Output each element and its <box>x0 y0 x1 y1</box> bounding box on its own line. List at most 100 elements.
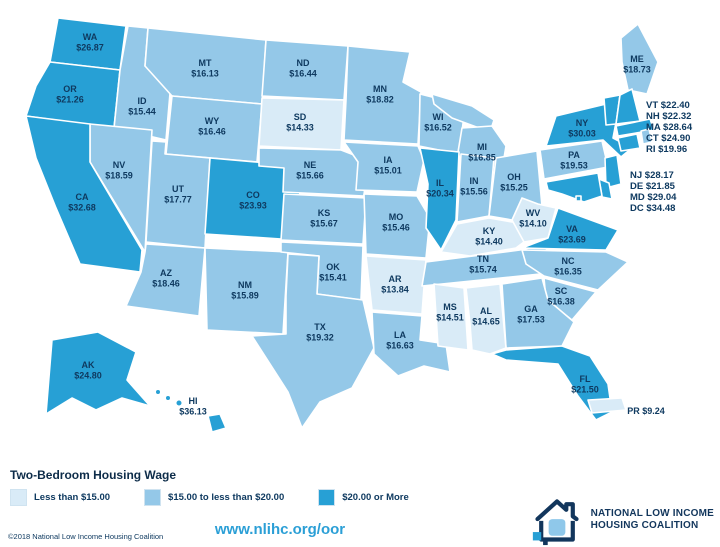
state-co-label: CO $23.93 <box>239 190 267 211</box>
legend-label-high: $20.00 or More <box>342 492 409 503</box>
state-mo-shape <box>363 193 431 259</box>
state-id-label: ID $15.44 <box>128 96 156 117</box>
legend-label-low: Less than $15.00 <box>34 492 111 503</box>
state-ar-label: AR $13.84 <box>381 274 409 295</box>
callout-de: DE $21.85 <box>630 181 675 192</box>
state-wi-label: WI $16.52 <box>424 112 452 133</box>
state-wv-label: WV $14.10 <box>519 208 547 229</box>
state-va-shape <box>521 207 619 251</box>
state-pr-label: PR $9.24 <box>627 406 665 416</box>
state-ca-label: CA $32.68 <box>68 192 96 213</box>
northeast-callout-list-1: VT $22.40 NH $22.32 MA $28.64 CT $24.90 RI $… <box>646 100 692 155</box>
state-mn-label: MN $18.82 <box>366 84 394 105</box>
state-nj-shape <box>604 154 622 189</box>
state-hi-island-2 <box>165 395 171 401</box>
callout-dc: DC $34.48 <box>630 203 676 214</box>
state-mo-label: MO $15.46 <box>382 212 410 233</box>
site-url: www.nlihc.org/oor <box>0 521 560 539</box>
state-md-shape <box>545 172 603 203</box>
state-ar-shape <box>365 255 427 315</box>
state-tn-label: TN $15.74 <box>469 254 497 275</box>
state-ny-label: NY $30.03 <box>568 118 596 139</box>
callout-nh: NH $22.32 <box>646 111 692 122</box>
state-ak-shape <box>45 331 151 415</box>
state-mt-label: MT $16.13 <box>191 58 219 79</box>
legend-item-less-than-15: Less than $15.00 <box>10 489 110 506</box>
state-ms-label: MS $14.51 <box>436 302 464 323</box>
state-ut-label: UT $17.77 <box>164 184 192 205</box>
state-or-label: OR $21.26 <box>56 84 84 105</box>
state-la-shape <box>371 311 451 377</box>
northeast-callout-list-2: NJ $28.17 DE $21.85 MD $29.04 DC $34.48 <box>630 170 676 214</box>
state-sc-label: SC $16.38 <box>547 286 575 307</box>
callout-ri: RI $19.96 <box>646 144 688 155</box>
state-sd-label: SD $14.33 <box>286 112 314 133</box>
state-ia-shape <box>343 141 425 193</box>
logo-text-line2: HOUSING COALITION <box>590 520 699 531</box>
state-hi-label: HI $36.13 <box>179 396 207 417</box>
state-tx-label: TX $19.32 <box>306 322 334 343</box>
callout-nj: NJ $28.17 <box>630 170 674 181</box>
state-wa-label: WA $26.87 <box>76 32 104 53</box>
state-ne-label: NE $15.66 <box>296 160 324 181</box>
copyright-text: ©2018 National Low Income Housing Coalit… <box>8 532 164 541</box>
state-wv-shape <box>511 197 557 243</box>
legend-item-20-or-more: $20.00 or More <box>318 489 409 506</box>
state-ms-shape <box>433 283 469 351</box>
state-ia-label: IA $15.01 <box>374 155 402 176</box>
state-me-label: ME $18.73 <box>623 54 651 75</box>
state-mi-label: MI $16.85 <box>468 142 496 163</box>
state-il-shape <box>419 147 460 251</box>
house-icon <box>532 499 579 546</box>
nlihc-url-link[interactable]: www.nlihc.org/oor <box>214 521 346 538</box>
legend-item-15-to-20: $15.00 to less than $20.00 <box>144 489 284 506</box>
logo-text-line1: NATIONAL LOW INCOME <box>590 507 714 519</box>
legend-swatch-mid <box>144 489 162 506</box>
state-ga-label: GA $17.53 <box>517 304 545 325</box>
state-hi-island-4 <box>207 413 227 433</box>
state-ks-shape <box>280 193 367 245</box>
state-nc-label: NC $16.35 <box>554 256 582 277</box>
state-fl-label: FL $21.50 <box>571 374 599 395</box>
state-ks-label: KS $15.67 <box>310 208 338 229</box>
state-ky-label: KY $14.40 <box>475 226 503 247</box>
state-in-label: IN $15.56 <box>460 176 488 197</box>
legend-label-mid: $15.00 to less than $20.00 <box>168 492 285 503</box>
state-ak-label: AK $24.80 <box>74 360 102 381</box>
state-oh-label: OH $15.25 <box>500 172 528 193</box>
callout-ma: MA $28.64 <box>646 122 693 133</box>
state-ri-shape <box>640 128 653 145</box>
state-hi-island-1 <box>155 389 161 395</box>
state-pr-shape <box>587 397 627 414</box>
state-dc-shape <box>575 195 582 202</box>
state-nd-label: ND $16.44 <box>289 58 317 79</box>
state-al-label: AL $14.65 <box>472 306 500 327</box>
logo-text: NATIONAL LOW INCOME HOUSING COALITION <box>591 508 714 533</box>
nlihc-logo: NATIONAL LOW INCOME HOUSING COALITION <box>531 494 714 546</box>
legend-title: Two-Bedroom Housing Wage <box>10 468 176 482</box>
state-tx-shape <box>251 253 375 429</box>
callout-md: MD $29.04 <box>630 192 677 203</box>
legend-swatch-low <box>10 489 27 506</box>
state-nh-shape <box>615 88 641 125</box>
state-il-label: IL $20.34 <box>426 178 454 199</box>
state-hi-island-3 <box>175 399 183 407</box>
state-az-label: AZ $18.46 <box>152 268 180 289</box>
state-ne-shape <box>258 147 368 197</box>
legend-swatch-high <box>318 489 336 506</box>
state-ca-shape <box>25 115 143 273</box>
legend-row: Less than $15.00 $15.00 to less than $20… <box>10 489 443 506</box>
state-ok-label: OK $15.41 <box>319 262 347 283</box>
legend: Two-Bedroom Housing Wage Less than $15.0… <box>10 468 443 506</box>
state-ma-shape <box>615 118 655 137</box>
state-me-shape <box>620 23 659 95</box>
state-al-shape <box>465 283 507 355</box>
state-va-label: VA $23.69 <box>558 224 586 245</box>
us-map: WA $26.87 OR $21.26 ID $15.44 MT $16.13 WY $1… <box>25 17 665 433</box>
state-pa-label: PA $19.53 <box>560 150 588 171</box>
state-nv-label: NV $18.59 <box>105 160 133 181</box>
state-ct-shape <box>617 133 641 152</box>
state-la-label: LA $16.63 <box>386 330 414 351</box>
state-wy-label: WY $16.46 <box>198 116 226 137</box>
